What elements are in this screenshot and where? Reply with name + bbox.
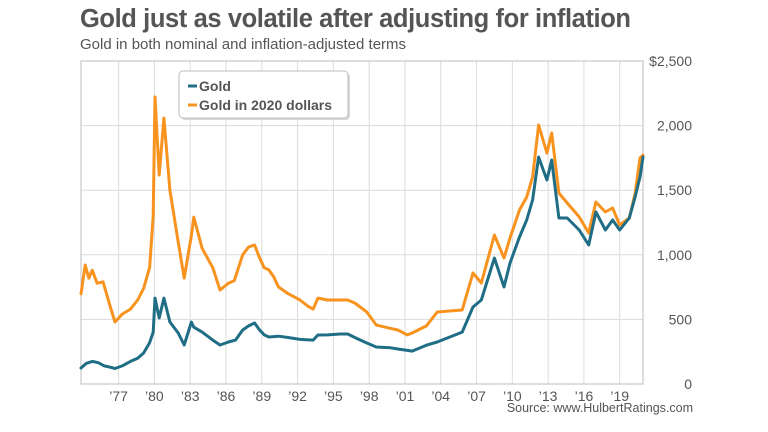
x-tick-label: ’07 — [467, 388, 486, 404]
x-tick-label: ’77 — [109, 388, 128, 404]
x-tick-label: ’83 — [181, 388, 200, 404]
x-gridlines — [118, 61, 621, 384]
plot-frame — [80, 60, 644, 385]
source-note: Source: www.HulbertRatings.com — [506, 401, 693, 415]
legend: Gold Gold in 2020 dollars — [178, 70, 350, 120]
legend-label-gold: Gold — [199, 78, 231, 94]
series-line-gold — [79, 155, 645, 370]
series-layer — [79, 95, 645, 370]
y-tick-label: 0 — [684, 376, 692, 392]
x-tick-label: ’80 — [145, 388, 164, 404]
y-tick-label: 2,000 — [657, 118, 692, 134]
x-tick-label: ’92 — [288, 388, 307, 404]
legend-label-gold-2020-dollars: Gold in 2020 dollars — [199, 97, 332, 113]
x-tick-label: ’01 — [396, 388, 415, 404]
x-tick-label: ’95 — [324, 388, 343, 404]
y-gridlines — [81, 125, 643, 320]
chart-subtitle: Gold in both nominal and inflation-adjus… — [80, 36, 407, 53]
y-tick-label: 500 — [669, 311, 693, 327]
x-tick-label: ’04 — [431, 388, 450, 404]
y-tick-labels: 0 500 1,000 1,500 2,000 $2,500 — [649, 53, 692, 392]
y-tick-label: $2,500 — [649, 53, 692, 69]
x-tick-label: ’19 — [610, 388, 629, 404]
x-tick-label: ’98 — [360, 388, 379, 404]
chart-title: Gold just as volatile after adjusting fo… — [80, 5, 631, 33]
y-tick-label: 1,500 — [657, 182, 692, 198]
x-tick-label: ’10 — [503, 388, 522, 404]
x-tick-label: ’13 — [539, 388, 558, 404]
series-line-gold-in-2020-dollars — [79, 95, 645, 337]
x-tick-label: ’86 — [217, 388, 236, 404]
legend-box — [178, 70, 349, 119]
y-tick-label: 1,000 — [657, 247, 692, 263]
x-tick-labels: ’77 ’80 ’83 ’86 ’89 ’92 ’95 ’98 ’01 ’04 ’07 ’10 ’13 ’… — [109, 388, 629, 404]
x-tick-label: ’16 — [575, 388, 594, 404]
x-tick-label: ’89 — [252, 388, 271, 404]
